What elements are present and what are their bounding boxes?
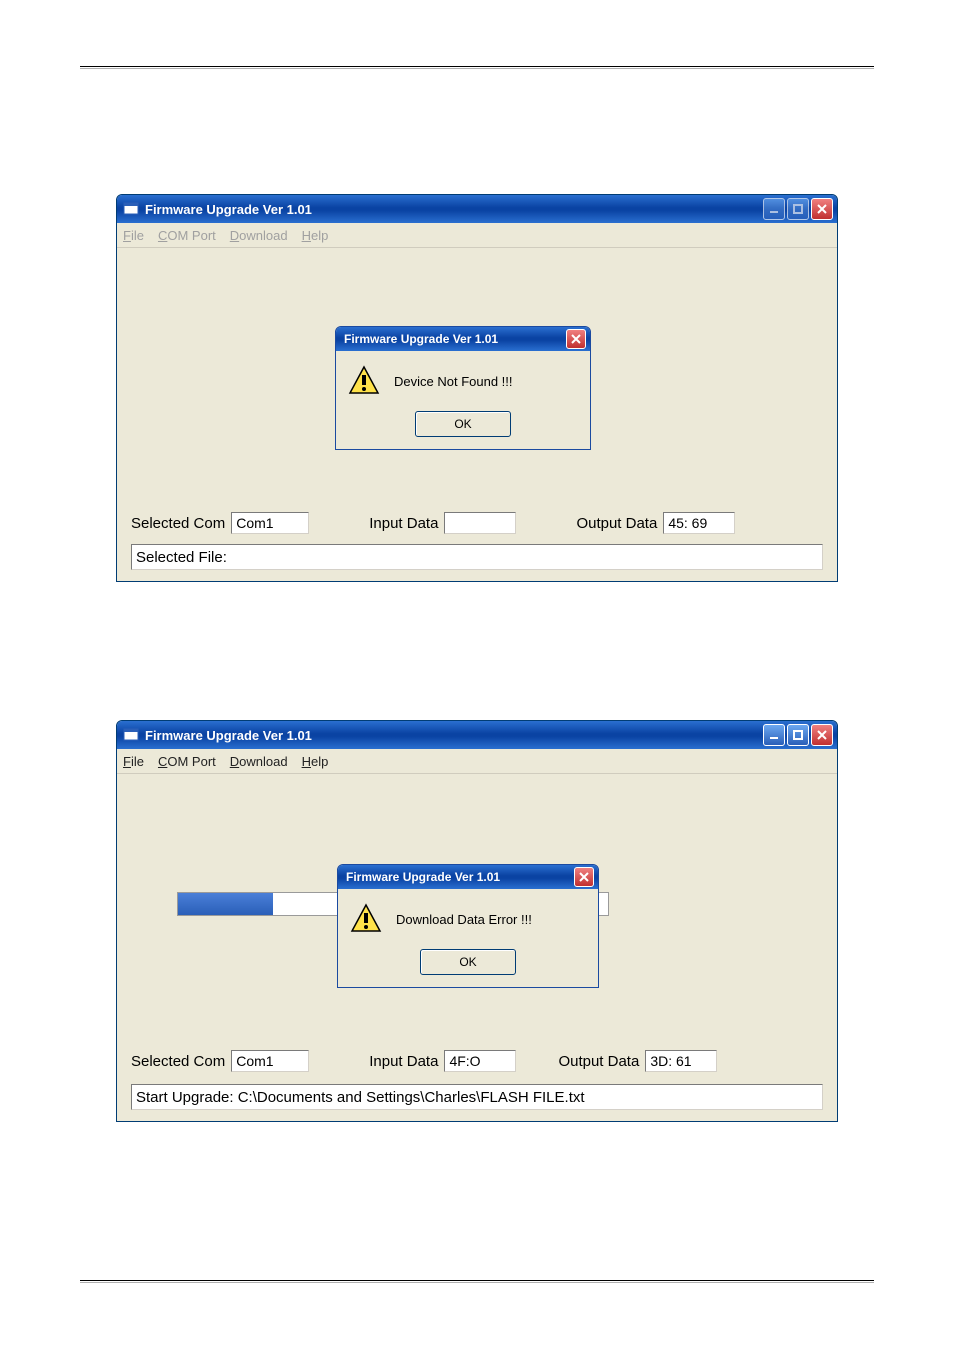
menu-help[interactable]: Help <box>302 228 329 243</box>
output-data-field[interactable]: 45: 69 <box>663 512 735 534</box>
close-button[interactable] <box>811 724 833 746</box>
menu-com-port[interactable]: COM Port <box>158 754 216 769</box>
warning-icon <box>350 903 382 935</box>
message-dialog: Firmware Upgrade Ver 1.01 Device Not Fou… <box>335 326 591 450</box>
app-icon <box>123 727 139 743</box>
main-window-2: Firmware Upgrade Ver 1.01 File COM Port … <box>116 720 838 1122</box>
dialog-titlebar[interactable]: Firmware Upgrade Ver 1.01 <box>336 327 590 351</box>
maximize-button[interactable] <box>787 724 809 746</box>
selected-com-label: Selected Com <box>131 1053 225 1070</box>
warning-icon <box>348 365 380 397</box>
dialog-message: Device Not Found !!! <box>394 374 513 389</box>
output-data-label: Output Data <box>576 515 657 532</box>
app-icon <box>123 201 139 217</box>
output-data-field[interactable]: 3D: 61 <box>645 1050 717 1072</box>
selected-com-label: Selected Com <box>131 515 225 532</box>
main-window-1: Firmware Upgrade Ver 1.01 File COM Port … <box>116 194 838 582</box>
menu-download[interactable]: Download <box>230 228 288 243</box>
page-rule-top <box>80 66 874 69</box>
minimize-button[interactable] <box>763 724 785 746</box>
selected-file-field[interactable]: Start Upgrade: C:\Documents and Settings… <box>131 1084 823 1110</box>
menubar: File COM Port Download Help <box>117 749 837 774</box>
input-data-label: Input Data <box>369 1053 438 1070</box>
window-title: Firmware Upgrade Ver 1.01 <box>145 728 312 743</box>
output-data-label: Output Data <box>558 1053 639 1070</box>
window-title: Firmware Upgrade Ver 1.01 <box>145 202 312 217</box>
progress-fill <box>178 893 273 915</box>
dialog-titlebar[interactable]: Firmware Upgrade Ver 1.01 <box>338 865 598 889</box>
input-data-field[interactable]: 4F:O <box>444 1050 516 1072</box>
ok-button[interactable]: OK <box>420 949 516 975</box>
maximize-button[interactable] <box>787 198 809 220</box>
input-data-label: Input Data <box>369 515 438 532</box>
ok-button[interactable]: OK <box>415 411 511 437</box>
close-button[interactable] <box>811 198 833 220</box>
dialog-message: Download Data Error !!! <box>396 912 532 927</box>
selected-com-field[interactable]: Com1 <box>231 1050 309 1072</box>
input-data-field[interactable] <box>444 512 516 534</box>
dialog-close-button[interactable] <box>566 329 586 349</box>
client-area: Firmware Upgrade Ver 1.01 Device Not Fou… <box>117 248 837 582</box>
page-rule-bottom <box>80 1280 874 1283</box>
selected-com-field[interactable]: Com1 <box>231 512 309 534</box>
menu-file[interactable]: File <box>123 754 144 769</box>
titlebar[interactable]: Firmware Upgrade Ver 1.01 <box>117 721 837 749</box>
selected-file-field[interactable]: Selected File: <box>131 544 823 570</box>
dialog-close-button[interactable] <box>574 867 594 887</box>
dialog-title: Firmware Upgrade Ver 1.01 <box>344 332 498 346</box>
minimize-button[interactable] <box>763 198 785 220</box>
dialog-title: Firmware Upgrade Ver 1.01 <box>346 870 500 884</box>
menu-download[interactable]: Download <box>230 754 288 769</box>
menu-help[interactable]: Help <box>302 754 329 769</box>
message-dialog: Firmware Upgrade Ver 1.01 Download Data … <box>337 864 599 988</box>
menu-file[interactable]: File <box>123 228 144 243</box>
client-area: Firmware Upgrade Ver 1.01 Download Data … <box>117 774 837 1122</box>
titlebar[interactable]: Firmware Upgrade Ver 1.01 <box>117 195 837 223</box>
menubar: File COM Port Download Help <box>117 223 837 248</box>
menu-com-port[interactable]: COM Port <box>158 228 216 243</box>
